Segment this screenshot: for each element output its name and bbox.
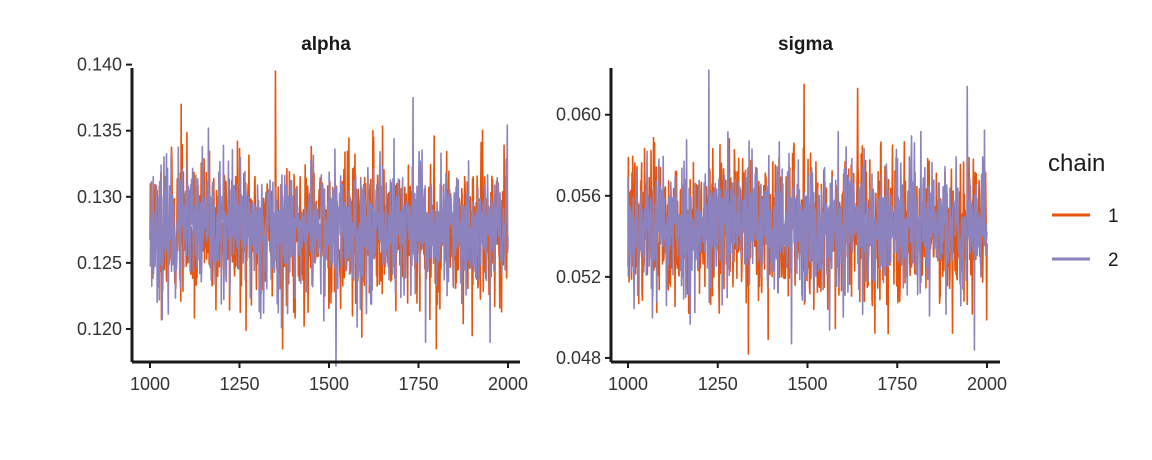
x-tick-label: 1000 xyxy=(608,374,648,394)
x-tick-label: 1500 xyxy=(309,374,349,394)
x-tick-label: 1250 xyxy=(698,374,738,394)
y-tick-label: 0.140 xyxy=(77,55,122,75)
trace-line-chain-2 xyxy=(149,96,509,367)
x-tick-label: 2000 xyxy=(488,374,528,394)
panel-title: sigma xyxy=(778,34,833,55)
x-tick-label: 1000 xyxy=(130,374,170,394)
trace-line-chain-2 xyxy=(627,69,988,351)
x-tick-label: 1750 xyxy=(398,374,438,394)
legend-label-chain-2: 2 xyxy=(1108,250,1119,271)
y-tick-label: 0.048 xyxy=(556,348,601,368)
panel-sigma: sigma 0.048 0.052 0.056 0.060 1000 1250 1500 175… xyxy=(556,34,1007,394)
panel-alpha: alpha 0.120 0.125 0.130 0.135 0.140 1000 1250 15… xyxy=(77,34,528,394)
y-tick-label: 0.060 xyxy=(556,105,601,125)
y-tick-label: 0.135 xyxy=(77,121,122,141)
y-tick-label: 0.052 xyxy=(556,267,601,287)
x-tick-label: 1500 xyxy=(787,374,827,394)
x-tick-label: 1250 xyxy=(219,374,259,394)
y-tick-label: 0.130 xyxy=(77,187,122,207)
x-tick-label: 2000 xyxy=(967,374,1007,394)
y-tick-label: 0.120 xyxy=(77,319,122,339)
panel-title: alpha xyxy=(301,34,351,55)
x-tick-label: 1750 xyxy=(877,374,917,394)
y-tick-label: 0.125 xyxy=(77,253,122,273)
legend: chain 1 2 xyxy=(1048,150,1119,271)
legend-title: chain xyxy=(1048,150,1105,177)
y-tick-label: 0.056 xyxy=(556,186,601,206)
legend-label-chain-1: 1 xyxy=(1108,206,1119,227)
